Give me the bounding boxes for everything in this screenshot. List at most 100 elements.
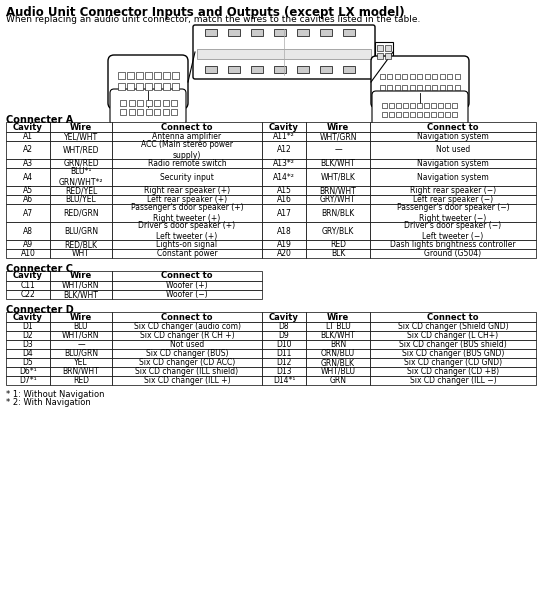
Text: Driver's door speaker (+)
Left tweeter (+): Driver's door speaker (+) Left tweeter (…: [138, 222, 236, 241]
Bar: [50, 340, 112, 349]
Text: Connect to: Connect to: [161, 313, 213, 322]
Bar: [6, 141, 50, 159]
Bar: [370, 141, 536, 159]
Bar: [377, 53, 383, 59]
Text: LT BLU: LT BLU: [326, 322, 350, 331]
Bar: [50, 159, 112, 168]
Bar: [50, 358, 112, 367]
Text: WHT/GRN: WHT/GRN: [319, 132, 357, 141]
Text: D4: D4: [23, 349, 33, 358]
Text: —: —: [334, 146, 342, 155]
Text: Connecter A: Connecter A: [6, 115, 73, 125]
Text: WHT/BLK: WHT/BLK: [320, 172, 355, 181]
Bar: [432, 73, 437, 78]
Text: A14*²: A14*²: [273, 172, 295, 181]
Text: A15: A15: [276, 186, 292, 195]
Text: Passenger's door speaker (−)
Right tweeter (−): Passenger's door speaker (−) Right tweet…: [397, 203, 509, 223]
Text: RED: RED: [330, 240, 346, 249]
Bar: [6, 122, 50, 132]
Bar: [228, 29, 240, 36]
Bar: [454, 84, 460, 89]
Bar: [430, 112, 436, 117]
Text: Connecter D: Connecter D: [6, 305, 74, 315]
Text: BLU: BLU: [74, 322, 88, 331]
Bar: [297, 29, 309, 36]
Bar: [6, 132, 50, 141]
Text: WHT/BLU: WHT/BLU: [320, 367, 355, 376]
Bar: [6, 312, 50, 322]
Text: YEL: YEL: [74, 358, 88, 367]
Bar: [6, 186, 50, 195]
Text: D11: D11: [276, 349, 292, 358]
Bar: [306, 349, 370, 358]
Text: D2: D2: [23, 331, 33, 340]
Bar: [444, 103, 449, 107]
Bar: [343, 29, 355, 36]
Bar: [385, 53, 391, 59]
Text: Antenna amplifier: Antenna amplifier: [152, 132, 221, 141]
Text: Not used: Not used: [436, 146, 470, 155]
Bar: [136, 83, 143, 90]
Bar: [395, 103, 400, 107]
Text: Connect to: Connect to: [427, 313, 479, 322]
Text: A4: A4: [23, 172, 33, 181]
Text: Six CD changer (audio com): Six CD changer (audio com): [133, 322, 240, 331]
Text: Six CD changer (BUS shield): Six CD changer (BUS shield): [399, 340, 507, 349]
Bar: [410, 84, 415, 89]
Bar: [154, 100, 160, 106]
Bar: [262, 376, 306, 385]
Bar: [380, 84, 385, 89]
Bar: [136, 72, 143, 79]
Bar: [50, 141, 112, 159]
Text: A18: A18: [277, 226, 292, 236]
Bar: [306, 195, 370, 204]
Text: WHT/RED: WHT/RED: [63, 146, 99, 155]
Bar: [306, 312, 370, 322]
Text: Connect to: Connect to: [427, 123, 479, 132]
Text: D9: D9: [279, 331, 289, 340]
Bar: [452, 103, 456, 107]
Bar: [403, 103, 407, 107]
Bar: [6, 195, 50, 204]
Bar: [145, 72, 152, 79]
Bar: [306, 122, 370, 132]
Text: Security input: Security input: [160, 172, 214, 181]
Bar: [370, 159, 536, 168]
Bar: [112, 281, 262, 290]
Text: Six CD changer (BUS GND): Six CD changer (BUS GND): [402, 349, 504, 358]
Bar: [262, 358, 306, 367]
Bar: [306, 376, 370, 385]
Bar: [197, 49, 371, 59]
Text: A13*²: A13*²: [273, 159, 295, 168]
Bar: [370, 186, 536, 195]
Text: BRN/BLK: BRN/BLK: [322, 208, 355, 217]
Text: Wire: Wire: [327, 313, 349, 322]
Text: Ground (G504): Ground (G504): [424, 249, 481, 258]
Text: Six CD changer (L CH+): Six CD changer (L CH+): [407, 331, 498, 340]
Text: Connect to: Connect to: [161, 123, 213, 132]
Bar: [50, 290, 112, 299]
Bar: [262, 240, 306, 249]
FancyBboxPatch shape: [371, 56, 469, 108]
Text: Right rear speaker (−): Right rear speaker (−): [410, 186, 496, 195]
Text: A9: A9: [23, 240, 33, 249]
Bar: [306, 168, 370, 186]
Bar: [306, 331, 370, 340]
Text: Connecter C: Connecter C: [6, 264, 73, 274]
Bar: [112, 141, 262, 159]
Bar: [262, 159, 306, 168]
Text: BLU/GRN: BLU/GRN: [64, 349, 98, 358]
Bar: [370, 340, 536, 349]
FancyBboxPatch shape: [372, 91, 468, 127]
Text: Radio remote switch: Radio remote switch: [147, 159, 226, 168]
Bar: [6, 204, 50, 222]
Bar: [112, 358, 262, 367]
Text: A1: A1: [23, 132, 33, 141]
Bar: [262, 249, 306, 258]
Bar: [410, 103, 415, 107]
Bar: [50, 331, 112, 340]
Bar: [370, 358, 536, 367]
Bar: [370, 122, 536, 132]
FancyBboxPatch shape: [110, 89, 186, 125]
Bar: [385, 45, 391, 51]
